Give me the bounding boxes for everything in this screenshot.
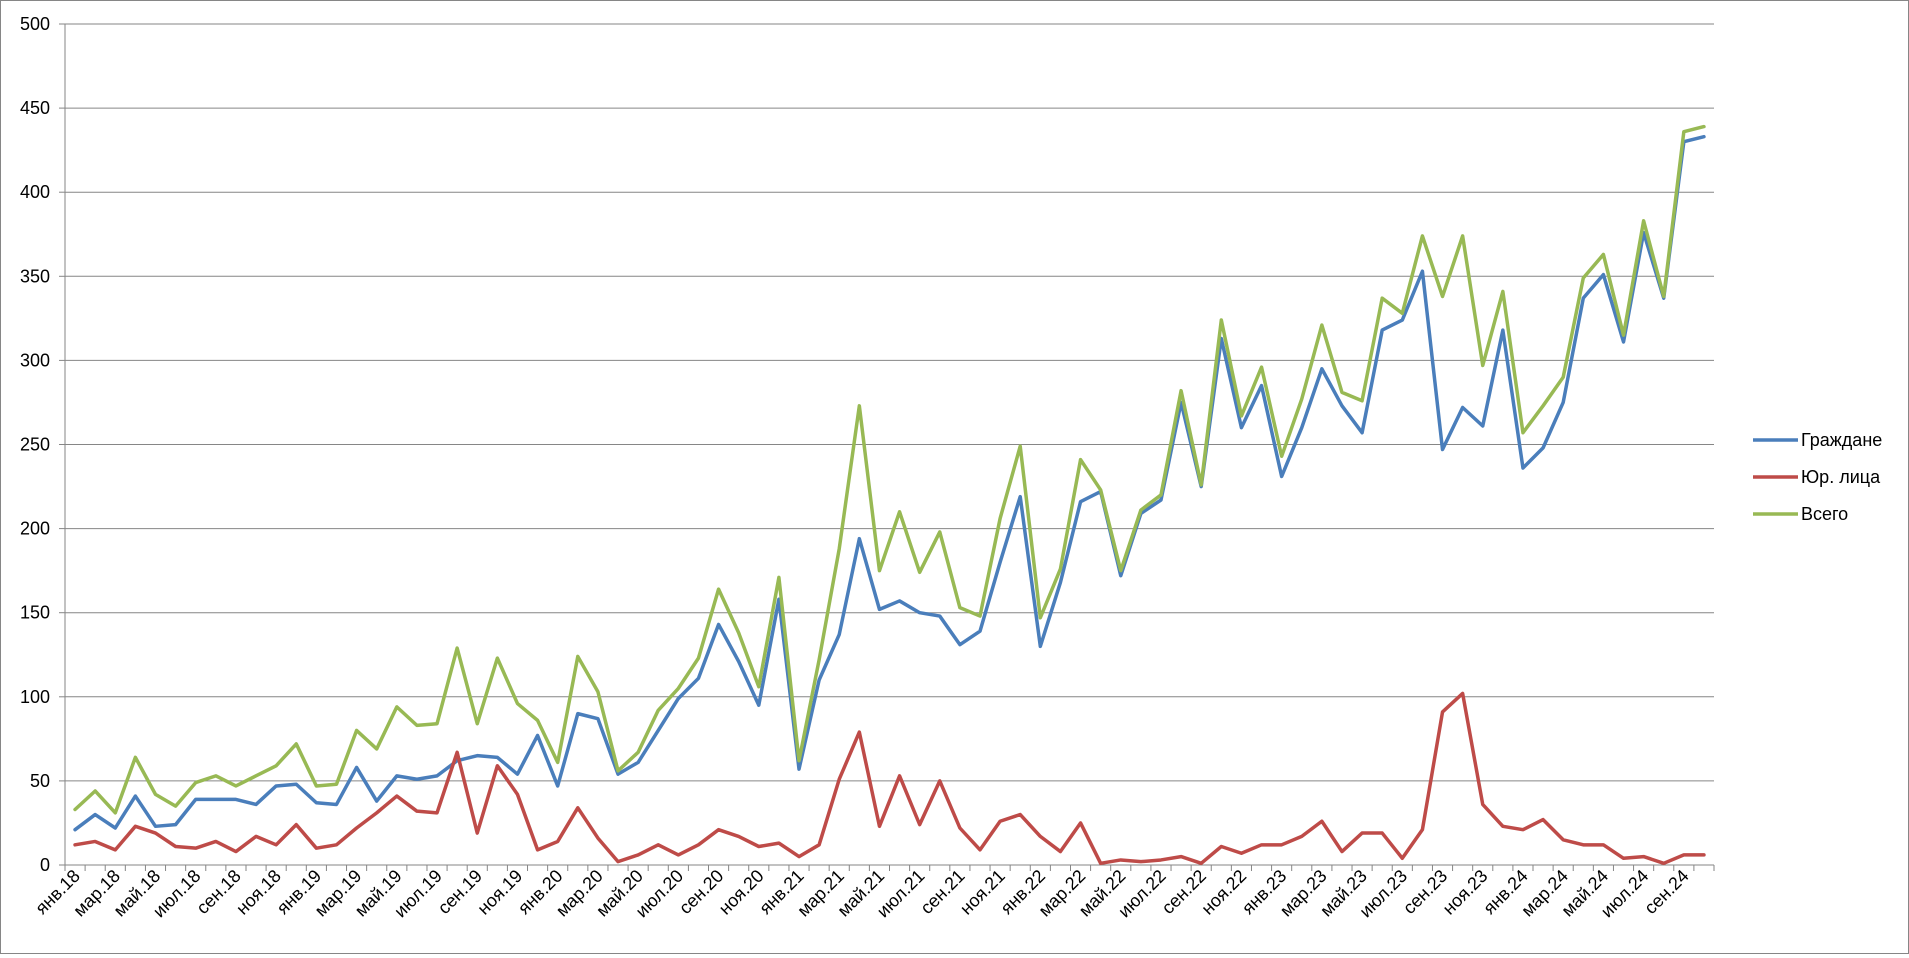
y-tick-label: 0 xyxy=(40,855,50,875)
legend-label: Граждане xyxy=(1801,430,1882,450)
x-axis-tick-labels: янв.18мар.18май.18июл.18сен.18ноя.18янв.… xyxy=(31,866,1692,922)
y-tick-label: 350 xyxy=(20,266,50,286)
series-lines xyxy=(73,124,1706,866)
y-tick-label: 500 xyxy=(20,14,50,34)
x-tick-label: ноя.18 xyxy=(232,866,285,919)
gridlines xyxy=(59,23,1714,866)
axes xyxy=(64,24,1715,871)
y-tick-label: 100 xyxy=(20,687,50,707)
y-tick-label: 150 xyxy=(20,603,50,623)
series-line-2 xyxy=(73,691,1706,866)
y-tick-label: 200 xyxy=(20,519,50,539)
y-tick-label: 250 xyxy=(20,435,50,455)
legend: Граждане Юр. лица Всего xyxy=(1753,430,1882,524)
y-axis-tick-labels: 0 50 100 150 200 250 300 350 400 450 500 xyxy=(20,14,50,875)
legend-label: Юр. лица xyxy=(1801,467,1881,487)
x-tick-label: ноя.20 xyxy=(715,866,768,919)
x-tick-label: сен.24 xyxy=(1640,866,1692,918)
x-tick-label: ноя.21 xyxy=(956,866,1009,919)
y-tick-label: 400 xyxy=(20,182,50,202)
y-tick-label: 450 xyxy=(20,98,50,118)
legend-label: Всего xyxy=(1801,504,1848,524)
y-tick-label: 300 xyxy=(20,350,50,370)
x-tick-label: ноя.22 xyxy=(1197,866,1250,919)
y-tick-label: 50 xyxy=(30,771,50,791)
x-tick-label: ноя.23 xyxy=(1439,866,1492,919)
series-line-1 xyxy=(73,134,1706,832)
x-tick-label: ноя.19 xyxy=(473,866,526,919)
series-line-3 xyxy=(73,124,1706,815)
